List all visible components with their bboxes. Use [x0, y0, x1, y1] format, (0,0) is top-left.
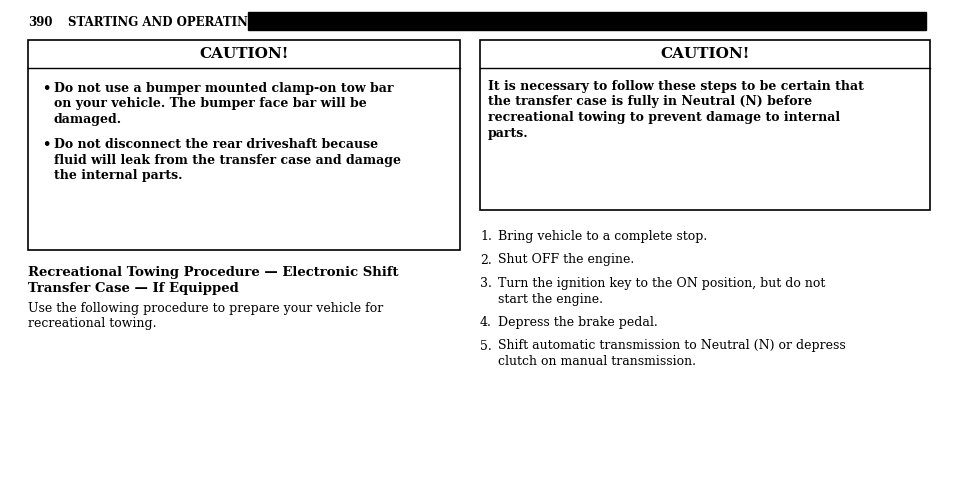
Text: CAUTION!: CAUTION!	[199, 47, 289, 61]
Text: Bring vehicle to a complete stop.: Bring vehicle to a complete stop.	[497, 230, 706, 243]
Text: It is necessary to follow these steps to be certain that: It is necessary to follow these steps to…	[488, 80, 863, 93]
Text: 1.: 1.	[479, 230, 492, 243]
Text: fluid will leak from the transfer case and damage: fluid will leak from the transfer case a…	[54, 154, 400, 167]
Text: STARTING AND OPERATING: STARTING AND OPERATING	[68, 16, 257, 28]
Bar	[248, 12, 925, 30]
Bar	[28, 40, 459, 250]
Text: 5.: 5.	[479, 340, 491, 352]
Text: start the engine.: start the engine.	[497, 292, 602, 306]
Text: Transfer Case — If Equipped: Transfer Case — If Equipped	[28, 282, 238, 295]
Text: on your vehicle. The bumper face bar will be: on your vehicle. The bumper face bar wil…	[54, 98, 366, 110]
Text: Shift automatic transmission to Neutral (N) or depress: Shift automatic transmission to Neutral …	[497, 340, 845, 352]
Text: damaged.: damaged.	[54, 113, 122, 126]
Text: •: •	[42, 138, 51, 151]
Text: Shut OFF the engine.: Shut OFF the engine.	[497, 254, 634, 266]
Text: Do not use a bumper mounted clamp-on tow bar: Do not use a bumper mounted clamp-on tow…	[54, 82, 393, 95]
Bar	[479, 40, 929, 210]
Text: 390: 390	[28, 16, 52, 28]
Text: parts.: parts.	[488, 126, 528, 140]
Text: •: •	[42, 82, 51, 95]
Text: Do not disconnect the rear driveshaft because: Do not disconnect the rear driveshaft be…	[54, 138, 377, 151]
Text: the transfer case is fully in Neutral (N) before: the transfer case is fully in Neutral (N…	[488, 96, 811, 108]
Text: the internal parts.: the internal parts.	[54, 170, 182, 182]
Text: 2.: 2.	[479, 254, 491, 266]
Text: CAUTION!: CAUTION!	[659, 47, 749, 61]
Text: recreational towing to prevent damage to internal: recreational towing to prevent damage to…	[488, 111, 840, 124]
Text: 3.: 3.	[479, 277, 492, 290]
Text: 4.: 4.	[479, 316, 492, 329]
Text: Depress the brake pedal.: Depress the brake pedal.	[497, 316, 657, 329]
Text: Turn the ignition key to the ON position, but do not: Turn the ignition key to the ON position…	[497, 277, 824, 290]
Text: Use the following procedure to prepare your vehicle for: Use the following procedure to prepare y…	[28, 302, 383, 315]
Text: recreational towing.: recreational towing.	[28, 317, 156, 330]
Text: Recreational Towing Procedure — Electronic Shift: Recreational Towing Procedure — Electron…	[28, 266, 398, 279]
Text: clutch on manual transmission.: clutch on manual transmission.	[497, 355, 696, 368]
